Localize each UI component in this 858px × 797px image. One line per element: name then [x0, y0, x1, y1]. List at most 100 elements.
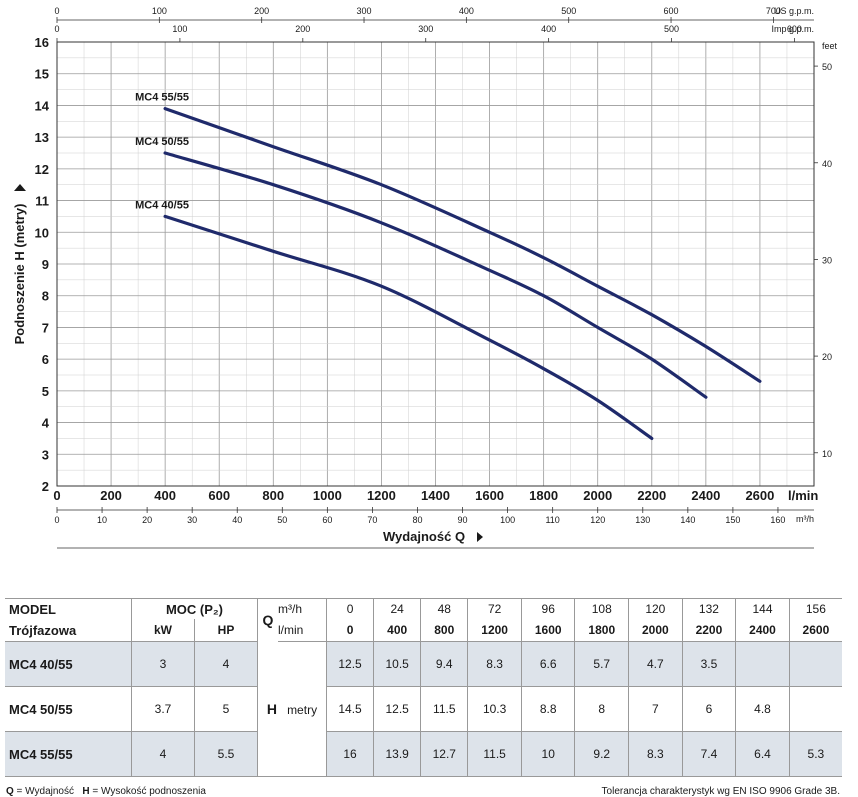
head-value: 13.9 — [373, 731, 421, 777]
hp-header: HP — [194, 619, 258, 642]
q-lmin-1: 400 — [373, 619, 421, 642]
us-gpm-tick-label: 0 — [54, 6, 59, 16]
x-tick-label: 2000 — [583, 488, 612, 503]
q-m3h-7: 132 — [681, 598, 736, 619]
x-tick-label: 200 — [100, 488, 122, 503]
x-tick-label: 2600 — [745, 488, 774, 503]
x-tick-label: 600 — [208, 488, 230, 503]
pump-curve-chart: 2 3 4 5 6 7 8 9 10 11 12 13 14 15 16 Podnoszenie H (met… — [12, 6, 838, 549]
series-line-mc4-40-55 — [163, 214, 654, 440]
imp-gpm-tick-label: 500 — [664, 24, 679, 34]
m3h-tick-label: 100 — [500, 515, 515, 525]
y-tick-label: 4 — [42, 416, 50, 431]
table-row: MC4 40/55 3 4 H metry 12.5 10.5 9.4 8.3 … — [5, 641, 842, 777]
model-header: MODEL — [5, 598, 132, 619]
q-lmin-9: 2600 — [788, 619, 842, 642]
h-symbol: H — [266, 701, 278, 717]
head-value — [788, 641, 842, 687]
unit-m3h: m³/h — [278, 598, 327, 619]
series-line-mc4-55-55 — [163, 107, 762, 383]
y-tick-label: 11 — [35, 194, 49, 209]
m3h-tick-label: 30 — [187, 515, 197, 525]
x-tick-label: 1200 — [367, 488, 396, 503]
q-symbol: Q — [257, 598, 278, 642]
m3h-tick-label: 60 — [322, 515, 332, 525]
m3h-tick-label: 0 — [54, 515, 59, 525]
m3h-tick-label: 20 — [142, 515, 152, 525]
q-m3h-5: 108 — [574, 598, 629, 619]
head-value — [735, 641, 790, 687]
q-lmin-3: 1200 — [467, 619, 522, 642]
q-m3h-8: 144 — [735, 598, 790, 619]
feet-tick-label: 10 — [822, 449, 832, 459]
head-value: 16 — [325, 731, 374, 777]
us-gpm-tick-label: 700 — [766, 6, 781, 16]
q-lmin-0: 0 — [325, 619, 374, 642]
x-axis-arrow-icon — [477, 532, 483, 542]
m3h-tick-label: 110 — [545, 515, 559, 525]
m3h-tick-label: 80 — [412, 515, 422, 525]
feet-tick-label: 30 — [822, 255, 832, 265]
plot-frame — [56, 41, 815, 487]
imp-gpm-tick-label: 0 — [54, 24, 59, 34]
phase-header: Trójfazowa — [5, 619, 132, 642]
y-tick-label: 6 — [42, 352, 49, 367]
q-lmin-8: 2400 — [735, 619, 790, 642]
q-m3h-3: 72 — [467, 598, 522, 619]
head-value: 14.5 — [325, 686, 374, 732]
power-kw: 4 — [131, 731, 195, 777]
series-label: MC4 50/55 — [135, 136, 189, 148]
y-tick-label: 3 — [42, 447, 49, 462]
model-name: MC4 50/55 — [5, 686, 132, 732]
q-m3h-4: 96 — [520, 598, 575, 619]
footer-q-key: Q — [6, 786, 14, 797]
m3h-unit-label: m³/h — [796, 514, 814, 524]
y-axis-title: Podnoszenie H (metry) — [12, 204, 27, 345]
y-tick-label: 16 — [35, 35, 49, 50]
power-header: MOC (P₂) — [131, 598, 258, 619]
power-hp: 5 — [194, 686, 258, 732]
head-value: 5.7 — [574, 641, 629, 687]
y-tick-label: 9 — [42, 257, 49, 272]
x-tick-label: 2400 — [691, 488, 720, 503]
y-tick-label: 12 — [35, 162, 49, 177]
head-value: 6 — [681, 686, 736, 732]
imp-gpm-tick-label: 300 — [418, 24, 433, 34]
y-tick-label: 7 — [42, 320, 49, 335]
power-kw: 3 — [131, 641, 195, 687]
head-value: 11.5 — [467, 731, 522, 777]
m3h-tick-label: 90 — [458, 515, 468, 525]
footer-h-desc: = Wysokość podnoszenia — [89, 786, 206, 797]
footer-tolerance: Tolerancja charakterystyk wg EN ISO 9906… — [601, 786, 840, 797]
y-tick-label: 14 — [35, 98, 50, 113]
m3h-tick-label: 50 — [277, 515, 287, 525]
q-m3h-1: 24 — [373, 598, 421, 619]
feet-tick-label: 50 — [822, 62, 832, 72]
head-value: 4.7 — [628, 641, 683, 687]
x-tick-label: 2200 — [637, 488, 666, 503]
head-value: 12.7 — [420, 731, 468, 777]
head-value: 5.3 — [788, 731, 842, 777]
m3h-tick-label: 120 — [590, 515, 605, 525]
h-unit: metry — [287, 703, 318, 717]
head-value: 12.5 — [325, 641, 374, 687]
head-value: 9.4 — [420, 641, 468, 687]
y-tick-label: 8 — [42, 289, 49, 304]
unit-lmin: l/min — [278, 619, 327, 642]
head-value: 8 — [574, 686, 629, 732]
y-tick-label: 10 — [35, 225, 49, 240]
head-value — [788, 686, 842, 732]
imp-gpm-unit-label: Imp g.p.m. — [771, 24, 814, 34]
m3h-tick-label: 130 — [635, 515, 650, 525]
x-tick-label: 1800 — [529, 488, 558, 503]
y-tick-label: 13 — [35, 130, 49, 145]
pump-data-table: MODEL MOC (P₂) Q m³/h 0 24 48 72 96 108 … — [5, 598, 842, 777]
table-row: MC4 55/55 4 5.5 16 13.9 12.7 11.5 10 9.2… — [5, 731, 842, 777]
x-tick-label: 1400 — [421, 488, 450, 503]
footer-legend: Q = Wydajność H = Wysokość podnoszenia — [6, 786, 206, 797]
footer-h-key: H — [82, 786, 90, 797]
us-gpm-unit-label: US g.p.m. — [774, 6, 814, 16]
us-gpm-tick-label: 300 — [357, 6, 372, 16]
table-row: MC4 50/55 3.7 5 14.5 12.5 11.5 10.3 8.8 … — [5, 686, 842, 732]
feet-unit-label: feet — [822, 41, 838, 51]
